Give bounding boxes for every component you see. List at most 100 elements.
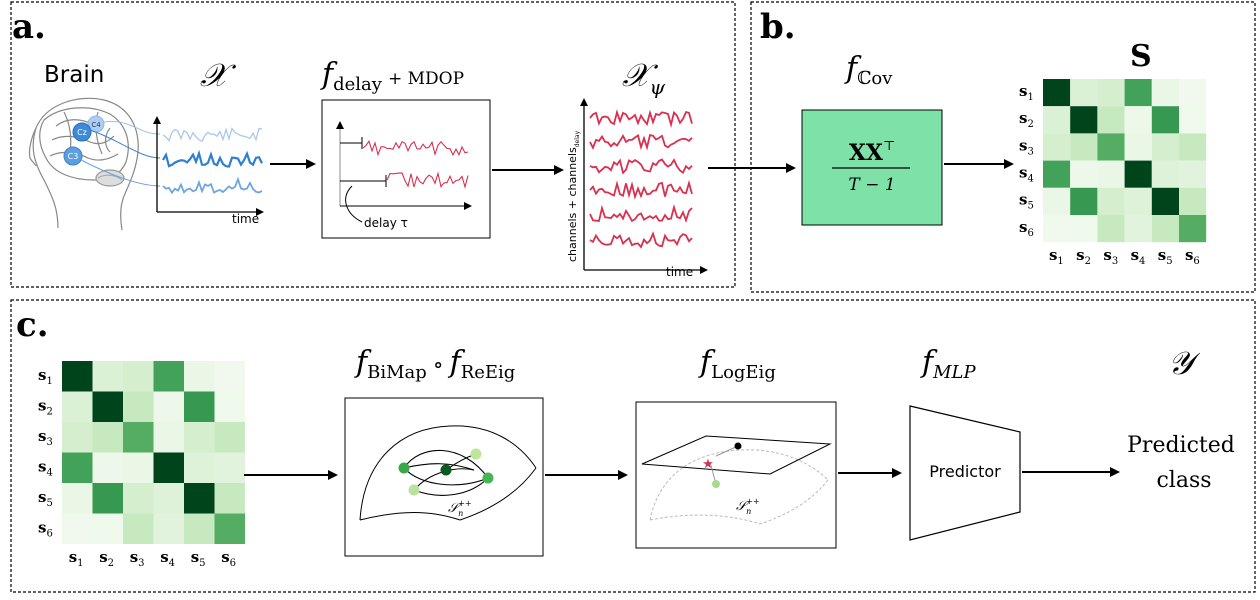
predicted-class-line1: Predicted (1127, 433, 1235, 458)
matrix-cell (123, 452, 154, 483)
matrix-col-label: s2 (1076, 246, 1091, 267)
electrodes: C4 Cz C3 (63, 115, 105, 166)
matrix-row-label: s1 (38, 366, 53, 387)
matrix-cell (184, 483, 215, 514)
matrix-cell (1043, 106, 1071, 134)
covariance-matrix-b: s1 s1 s2 s2 s3 s3 s4 s4 s5 s5 s6 s6 (1019, 79, 1207, 267)
cov-numerator: XX⊤ (849, 139, 895, 166)
matrix-cell (153, 422, 184, 453)
expanded-signals (589, 109, 693, 249)
bimap-point-2 (440, 464, 452, 476)
panel-a: a. Brain C4 Cz C3 (10, 1, 736, 288)
matrix-cell (1124, 106, 1152, 134)
y-symbol: 𝒴 (1168, 344, 1201, 382)
matrix-cell (214, 483, 245, 514)
matrix-cell (123, 422, 154, 453)
fcov-title: fℂov (844, 51, 893, 89)
panel-c: c. s1 s1 s2 s2 s3 s3 s4 s4 s5 s5 s6 s6 fBiMap ∘ fReEi… (10, 299, 1256, 593)
matrix-cell (1151, 160, 1179, 188)
xpsi-axes (580, 98, 708, 274)
matrix-cell (184, 391, 215, 422)
delay-box (321, 99, 491, 239)
matrix-cell (153, 452, 184, 483)
tangent-point (734, 442, 742, 450)
matrix-cell (92, 422, 123, 453)
matrix-cell (1124, 79, 1152, 107)
matrix-cell (1097, 106, 1125, 134)
matrix-cell (1070, 133, 1098, 161)
matrix-cell (1151, 215, 1179, 243)
covariance-matrix-c: s1 s1 s2 s2 s3 s3 s4 s4 s5 s5 s6 s6 (38, 361, 245, 569)
matrix-cell (1070, 160, 1098, 188)
matrix-cell (1043, 79, 1071, 107)
logeig-manifold (649, 449, 829, 525)
matrix-col-label: s4 (160, 548, 175, 569)
matrix-row-label: s4 (38, 457, 53, 478)
matrix-row-label: s5 (1019, 191, 1034, 212)
panel-a-letter: a. (12, 7, 46, 47)
matrix-cell (92, 361, 123, 392)
matrix-row-label: s2 (1019, 109, 1034, 130)
expanded-trace-1 (589, 109, 693, 129)
panel-b-letter: b. (760, 7, 796, 47)
matrix-cell (214, 452, 245, 483)
bimap-manifold-label: 𝒮n++ (448, 499, 472, 518)
matrix-cell (214, 361, 245, 392)
matrix-row-label: s6 (38, 518, 53, 539)
bimap-point-4 (482, 472, 494, 484)
matrix-cell (1179, 160, 1207, 188)
matrix-cell (123, 361, 154, 392)
matrix-cell (153, 391, 184, 422)
svg-text:Cz: Cz (77, 128, 87, 137)
matrix-cell (184, 422, 215, 453)
matrix-row-label: s5 (38, 488, 53, 509)
time-label: time (232, 212, 259, 226)
delay-title: fdelay + MDOP (320, 57, 464, 95)
matrix-col-label: s4 (1131, 246, 1146, 267)
bimap-box (344, 397, 544, 557)
delayed-trace-1 (362, 139, 469, 157)
matrix-cell (62, 361, 93, 392)
matrix-cell (1070, 215, 1098, 243)
delayed-signals (362, 139, 469, 189)
matrix-cell (1124, 187, 1152, 215)
matrix-cell (92, 513, 123, 544)
eeg-trace-3 (162, 176, 263, 195)
matrix-cell (1043, 133, 1071, 161)
matrix-cell (184, 361, 215, 392)
channels-label: channels + channelsdelay (566, 130, 581, 262)
eeg-trace-1 (162, 127, 263, 143)
matrix-row-label: s3 (38, 427, 53, 448)
matrix-cell (1179, 215, 1207, 243)
matrix-cell (1043, 160, 1071, 188)
matrix-cell (1043, 187, 1071, 215)
electrode-c3 (63, 146, 83, 166)
matrix-cell (1070, 106, 1098, 134)
matrix-cell (214, 422, 245, 453)
matrix-cell (92, 452, 123, 483)
matrix-cell (1151, 133, 1179, 161)
matrix-cell (153, 483, 184, 514)
signal-axes (153, 116, 264, 216)
brain-label: Brain (44, 62, 104, 88)
mlp-title: fMLP (920, 345, 976, 383)
matrix-cell (1097, 215, 1125, 243)
logeig-manifold-label: 𝒮n++ (736, 497, 760, 516)
matrix-cell (123, 483, 154, 514)
expanded-trace-3 (589, 158, 693, 175)
expanded-trace-4 (589, 179, 693, 200)
bimap-title: fBiMap ∘ fReEig (354, 345, 515, 383)
expanded-trace-2 (589, 134, 693, 151)
matrix-cell (1179, 187, 1207, 215)
bimap-point-5 (408, 484, 420, 496)
matrix-cell (1097, 133, 1125, 161)
matrix-cell (153, 361, 184, 392)
matrix-col-label: s3 (130, 548, 145, 569)
matrix-cell (1179, 79, 1207, 107)
matrix-cell (62, 483, 93, 514)
matrix-cell (1151, 187, 1179, 215)
panel-b: b. fℂov XX⊤ T − 1 S s1 s1 s2 s2 s3 s3 s4 s4 s5 s5… (708, 1, 1256, 293)
matrix-row-label: s6 (1019, 218, 1034, 239)
matrix-row-label: s1 (1019, 82, 1034, 103)
